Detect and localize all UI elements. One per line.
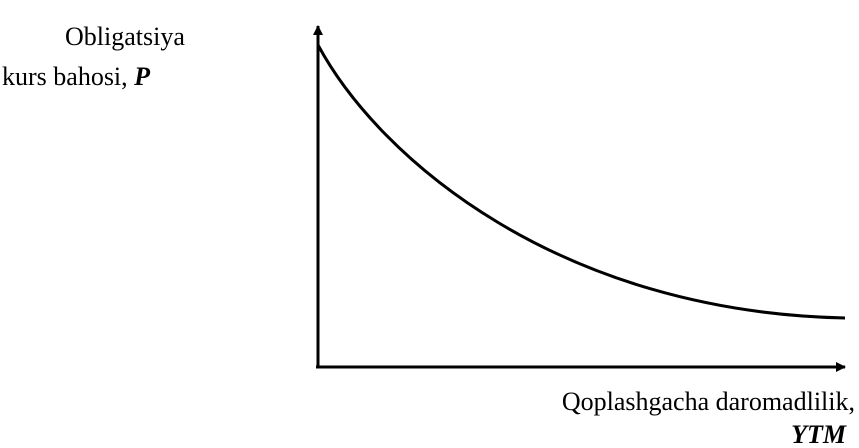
x-axis-symbol: YTM <box>791 420 847 448</box>
y-axis-label: Obligatsiya <box>65 22 185 51</box>
price-yield-curve <box>316 44 846 320</box>
y-axis-symbol: P <box>133 62 151 91</box>
y-axis-label-text: kurs bahosi, <box>2 62 128 91</box>
x-axis-label: Qoplashgacha daromadlilik, <box>562 387 855 416</box>
y-axis-label: kurs bahosi, P <box>2 62 151 91</box>
